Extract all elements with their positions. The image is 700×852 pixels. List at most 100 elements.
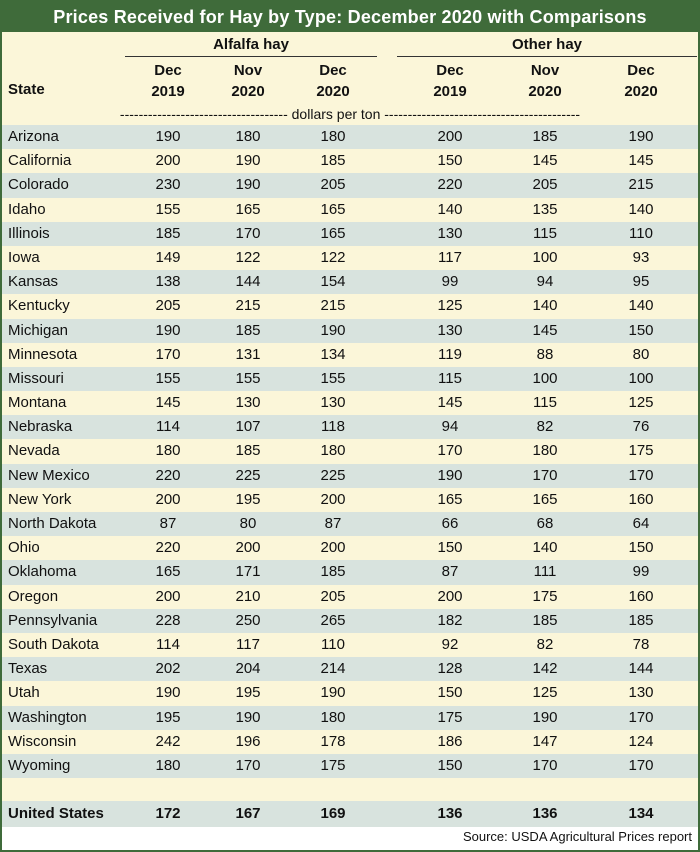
price-cell: 200 (437, 128, 463, 145)
price-cell: 114 (156, 635, 180, 653)
table-row: Missouri 155 155 155 115 100 100 (2, 366, 698, 392)
price-cell: 150 (628, 321, 654, 339)
state-name: Colorado (8, 176, 69, 194)
price-cell: 64 (632, 515, 650, 532)
price-cell: 205 (532, 176, 558, 194)
price-cell: 180 (155, 442, 181, 460)
other-group-label: Other hay (511, 36, 583, 53)
price-cell: 165 (155, 563, 181, 581)
price-cell: 190 (532, 708, 558, 726)
price-cell: 204 (235, 660, 261, 678)
price-cell: 200 (320, 490, 346, 508)
price-cell: 180 (320, 128, 346, 145)
price-cell: 145 (628, 152, 654, 170)
price-cell: 155 (235, 369, 261, 387)
table-header: Alfalfa hay Other hay Dec 2019 Nov 2020 … (2, 32, 698, 103)
other-group-rule (397, 56, 697, 57)
price-cell: 99 (632, 563, 650, 581)
price-cell: 190 (235, 708, 261, 726)
price-cell: 100 (532, 369, 558, 387)
price-cell: 175 (628, 442, 654, 460)
state-name: Idaho (8, 200, 46, 218)
price-cell: 87 (441, 563, 459, 581)
price-cell: 140 (628, 200, 654, 218)
price-cell: 130 (320, 394, 346, 412)
price-cell: 140 (628, 297, 654, 315)
total-value: 134 (628, 805, 654, 823)
table-row: South Dakota 114 117 110 92 82 78 (2, 632, 698, 658)
price-cell: 170 (628, 708, 654, 726)
price-cell: 150 (437, 684, 463, 702)
price-cell: 190 (628, 128, 654, 145)
price-cell: 130 (235, 394, 261, 412)
price-cell: 215 (235, 297, 261, 315)
price-cell: 180 (320, 708, 346, 726)
state-name: Utah (8, 684, 40, 702)
price-cell: 185 (320, 563, 346, 581)
price-cell: 200 (437, 587, 463, 605)
table-row: Arizona 190 180 180 200 185 190 (2, 125, 698, 150)
col-header-3: Dec 2020 (288, 60, 378, 102)
state-name: Nebraska (8, 418, 73, 436)
state-name: Michigan (8, 321, 69, 339)
col-header-2-month: Nov (233, 62, 263, 79)
price-cell: 215 (320, 297, 346, 315)
price-cell: 265 (320, 611, 346, 629)
price-cell: 171 (235, 563, 261, 581)
state-name: Pennsylvania (8, 611, 98, 629)
price-cell: 82 (536, 418, 554, 436)
price-cell: 165 (532, 490, 558, 508)
price-cell: 205 (320, 176, 346, 194)
price-cell: 125 (532, 684, 558, 702)
price-cell: 182 (437, 611, 463, 629)
price-cell: 145 (437, 394, 463, 412)
total-label: United States (8, 805, 104, 823)
price-cell: 122 (235, 248, 261, 266)
table-row: Nevada 180 185 180 170 180 175 (2, 439, 698, 464)
price-cell: 78 (632, 635, 650, 653)
state-name: Oregon (8, 587, 59, 605)
table-row: Texas 202 204 214 128 142 144 (2, 657, 698, 682)
price-cell: 80 (632, 345, 650, 363)
col-header-4-year: 2019 (433, 83, 467, 100)
state-name: Kentucky (8, 297, 70, 315)
other-group-header: Other hay (397, 36, 697, 57)
state-name: Illinois (8, 224, 50, 242)
price-cell: 190 (235, 152, 261, 170)
price-cell: 119 (438, 345, 462, 363)
state-name: Texas (8, 660, 48, 678)
table-row: New York 200 195 200 165 165 160 (2, 487, 698, 512)
price-cell: 195 (235, 684, 261, 702)
price-cell: 100 (628, 369, 654, 387)
table-row: Illinois 185 170 165 130 115 110 (2, 221, 698, 246)
price-cell: 190 (155, 128, 181, 145)
price-cell: 175 (532, 587, 558, 605)
price-cell: 185 (532, 128, 558, 145)
table-body: Arizona 190 180 180 200 185 190 California 200 19… (2, 125, 698, 779)
source-note: Source: USDA Agricultural Prices report (2, 827, 698, 848)
col-header-1-month: Dec (154, 62, 182, 79)
state-name: New Mexico (8, 466, 90, 484)
price-cell: 94 (536, 273, 554, 291)
price-cell: 80 (239, 515, 257, 532)
table-row: Colorado 230 190 205 220 205 215 (2, 173, 698, 198)
price-cell: 111 (533, 563, 557, 581)
price-cell: 200 (155, 587, 181, 605)
price-cell: 170 (437, 442, 463, 460)
table-spacer (2, 778, 698, 802)
price-cell: 214 (320, 660, 346, 678)
total-value: 136 (532, 805, 558, 823)
state-name: New York (8, 490, 72, 508)
units-row: ------------------------------------ dol… (2, 103, 698, 125)
price-cell: 190 (320, 684, 346, 702)
price-cell: 122 (320, 248, 346, 266)
table-row: North Dakota 87 80 87 66 68 64 (2, 512, 698, 537)
price-cell: 87 (324, 515, 342, 532)
price-cell: 130 (628, 684, 654, 702)
price-cell: 170 (628, 466, 654, 484)
price-cell: 190 (155, 684, 181, 702)
state-name: Wisconsin (8, 732, 77, 750)
state-name: Washington (8, 708, 87, 726)
price-cell: 124 (628, 732, 654, 750)
price-cell: 154 (320, 273, 346, 291)
